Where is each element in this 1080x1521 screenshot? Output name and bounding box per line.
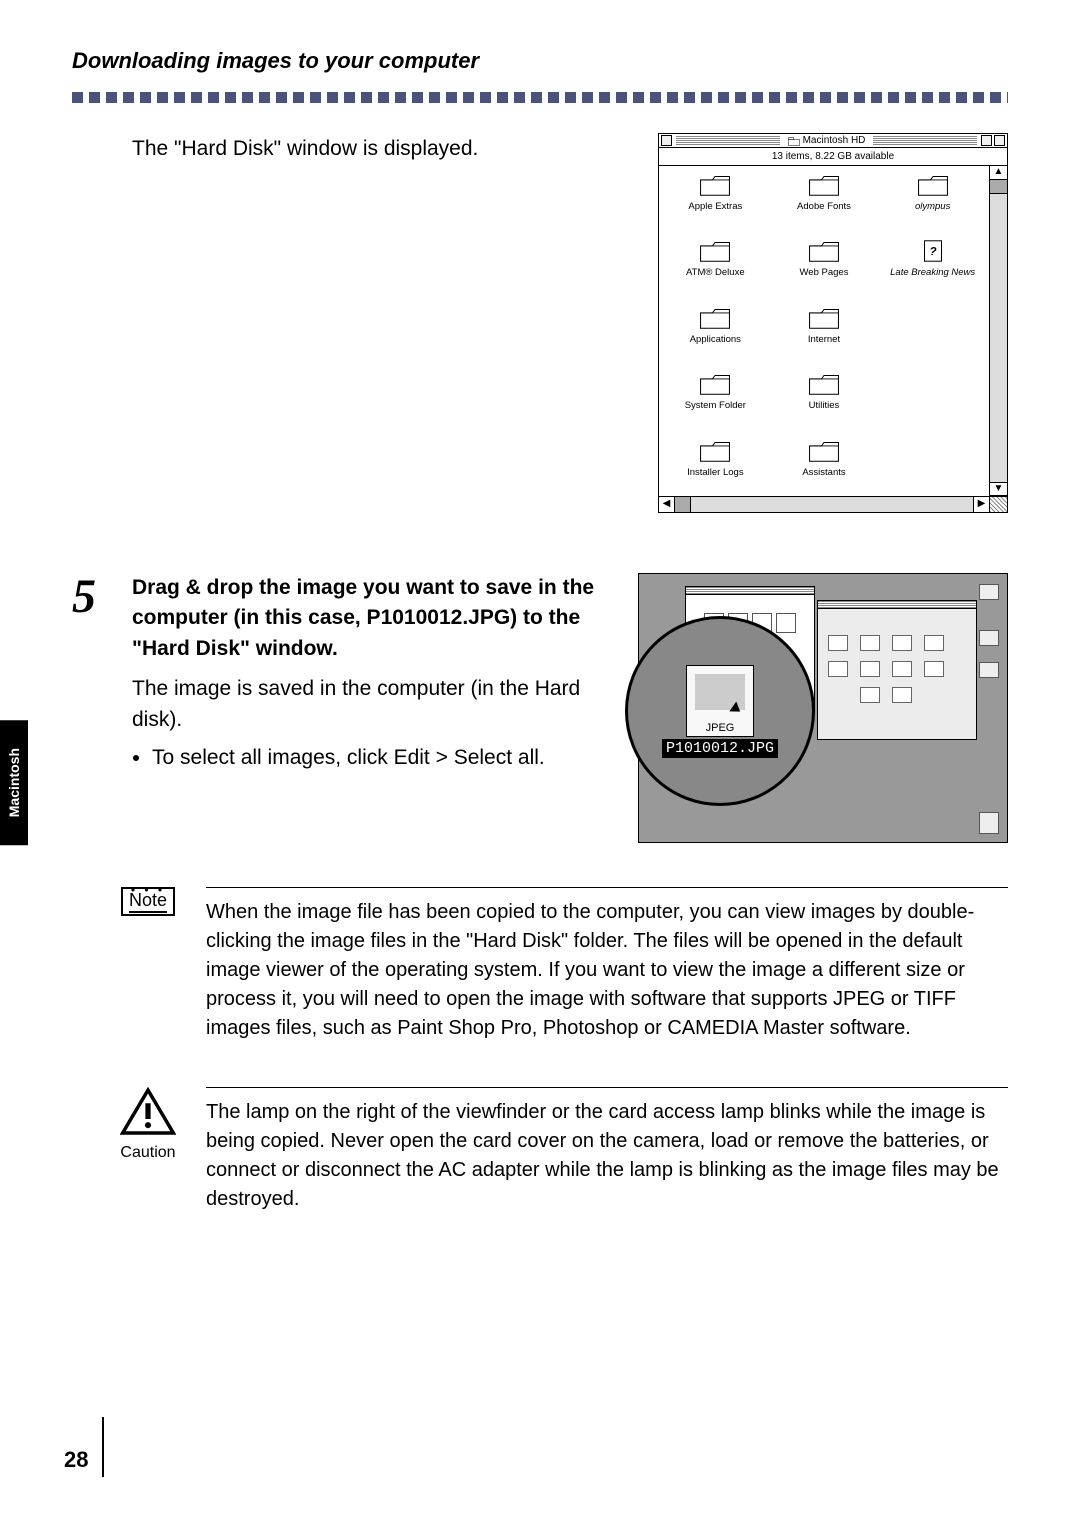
jpeg-caption: JPEG	[706, 722, 735, 734]
folder-icon[interactable]	[828, 635, 848, 651]
drag-drop-figure: JPEG P1010012.JPG	[638, 573, 1008, 843]
step-bullet: To select all images, click Edit > Selec…	[152, 743, 608, 773]
macintosh-hd-window: Macintosh HD 13 items, 8.22 GB available…	[658, 133, 1008, 513]
folder-icon[interactable]	[828, 661, 848, 677]
window-icon-grid: Apple ExtrasAdobe Fontsolympus ATM® Delux…	[659, 166, 989, 496]
side-tab-macintosh: Macintosh	[0, 720, 28, 845]
svg-text:?: ?	[929, 245, 937, 259]
window-status-bar: 13 items, 8.22 GB available	[659, 148, 1007, 166]
scroll-down-arrow[interactable]: ▼	[990, 482, 1007, 496]
step-number: 5	[72, 573, 116, 843]
folder-icon[interactable]: olympus	[880, 172, 985, 224]
intro-text: The "Hard Disk" window is displayed.	[132, 133, 628, 513]
scroll-thumb[interactable]	[990, 180, 1007, 194]
hscroll-thumb[interactable]	[675, 497, 691, 512]
folder-icon[interactable]: Utilities	[772, 371, 877, 423]
folder-icon[interactable]	[892, 661, 912, 677]
titlebar-stripes	[676, 136, 780, 146]
window-controls	[981, 135, 1005, 146]
divider-squares	[72, 92, 1008, 103]
folder-icon[interactable]: Applications	[663, 305, 768, 357]
folder-icon[interactable]	[924, 661, 944, 677]
destination-window	[817, 600, 977, 740]
blank-cell	[880, 371, 985, 423]
folder-icon[interactable]	[892, 687, 912, 703]
disk-icon[interactable]	[979, 662, 999, 678]
document-icon[interactable]: ?Late Breaking News	[880, 238, 985, 290]
window-titlebar: Macintosh HD	[659, 134, 1007, 148]
trash-icon[interactable]	[979, 812, 999, 834]
scroll-track[interactable]	[990, 194, 1007, 482]
note-label-box: • • • Note	[121, 887, 175, 916]
note-text: When the image file has been copied to t…	[206, 887, 1008, 1043]
folder-icon[interactable]: Installer Logs	[663, 438, 768, 490]
step-result: The image is saved in the computer (in t…	[132, 674, 608, 735]
caution-label: Caution	[120, 1144, 175, 1162]
window-title: Macintosh HD	[784, 135, 870, 146]
folder-icon[interactable]	[924, 635, 944, 651]
folder-icon[interactable]: System Folder	[663, 371, 768, 423]
vertical-scrollbar[interactable]: ▲ ▼	[989, 166, 1007, 496]
disk-icon[interactable]	[979, 584, 999, 600]
window-collapse-box[interactable]	[994, 135, 1005, 146]
step-text-block: Drag & drop the image you want to save i…	[132, 573, 608, 843]
page-number: 28	[64, 1447, 88, 1473]
folder-icon[interactable]	[860, 661, 880, 677]
scroll-up-arrow[interactable]: ▲	[990, 166, 1007, 180]
jpeg-file-icon[interactable]: JPEG	[686, 665, 754, 737]
hscroll-track[interactable]	[691, 497, 973, 512]
folder-icon[interactable]	[892, 635, 912, 651]
note-callout: • • • Note When the image file has been …	[112, 887, 1008, 1043]
disk-icon[interactable]	[979, 630, 999, 646]
folder-icon[interactable]	[860, 635, 880, 651]
caution-callout: Caution The lamp on the right of the vie…	[112, 1087, 1008, 1214]
titlebar-stripes-right	[873, 136, 977, 146]
window-zoom-box[interactable]	[981, 135, 992, 146]
caution-icon	[120, 1087, 176, 1142]
jpeg-filename: P1010012.JPG	[662, 739, 778, 758]
caution-text: The lamp on the right of the viewfinder …	[206, 1087, 1008, 1214]
file-icon[interactable]	[776, 613, 796, 633]
folder-icon[interactable]	[860, 687, 880, 703]
horizontal-scrollbar[interactable]: ◀ ▶	[659, 496, 1007, 512]
blank-cell	[880, 305, 985, 357]
folder-icon[interactable]: Web Pages	[772, 238, 877, 290]
window-close-box[interactable]	[661, 135, 672, 146]
step-instruction: Drag & drop the image you want to save i…	[132, 573, 608, 664]
magnifier-lens: JPEG P1010012.JPG	[625, 616, 815, 806]
section-header: Downloading images to your computer	[72, 48, 1008, 74]
page-rule	[102, 1417, 104, 1477]
scroll-right-arrow[interactable]: ▶	[973, 497, 989, 512]
folder-icon[interactable]: ATM® Deluxe	[663, 238, 768, 290]
folder-icon[interactable]: Internet	[772, 305, 877, 357]
folder-icon[interactable]: Assistants	[772, 438, 877, 490]
scroll-left-arrow[interactable]: ◀	[659, 497, 675, 512]
window-title-text: Macintosh HD	[803, 135, 866, 146]
folder-icon[interactable]: Adobe Fonts	[772, 172, 877, 224]
folder-icon[interactable]: Apple Extras	[663, 172, 768, 224]
resize-corner[interactable]	[989, 497, 1007, 512]
